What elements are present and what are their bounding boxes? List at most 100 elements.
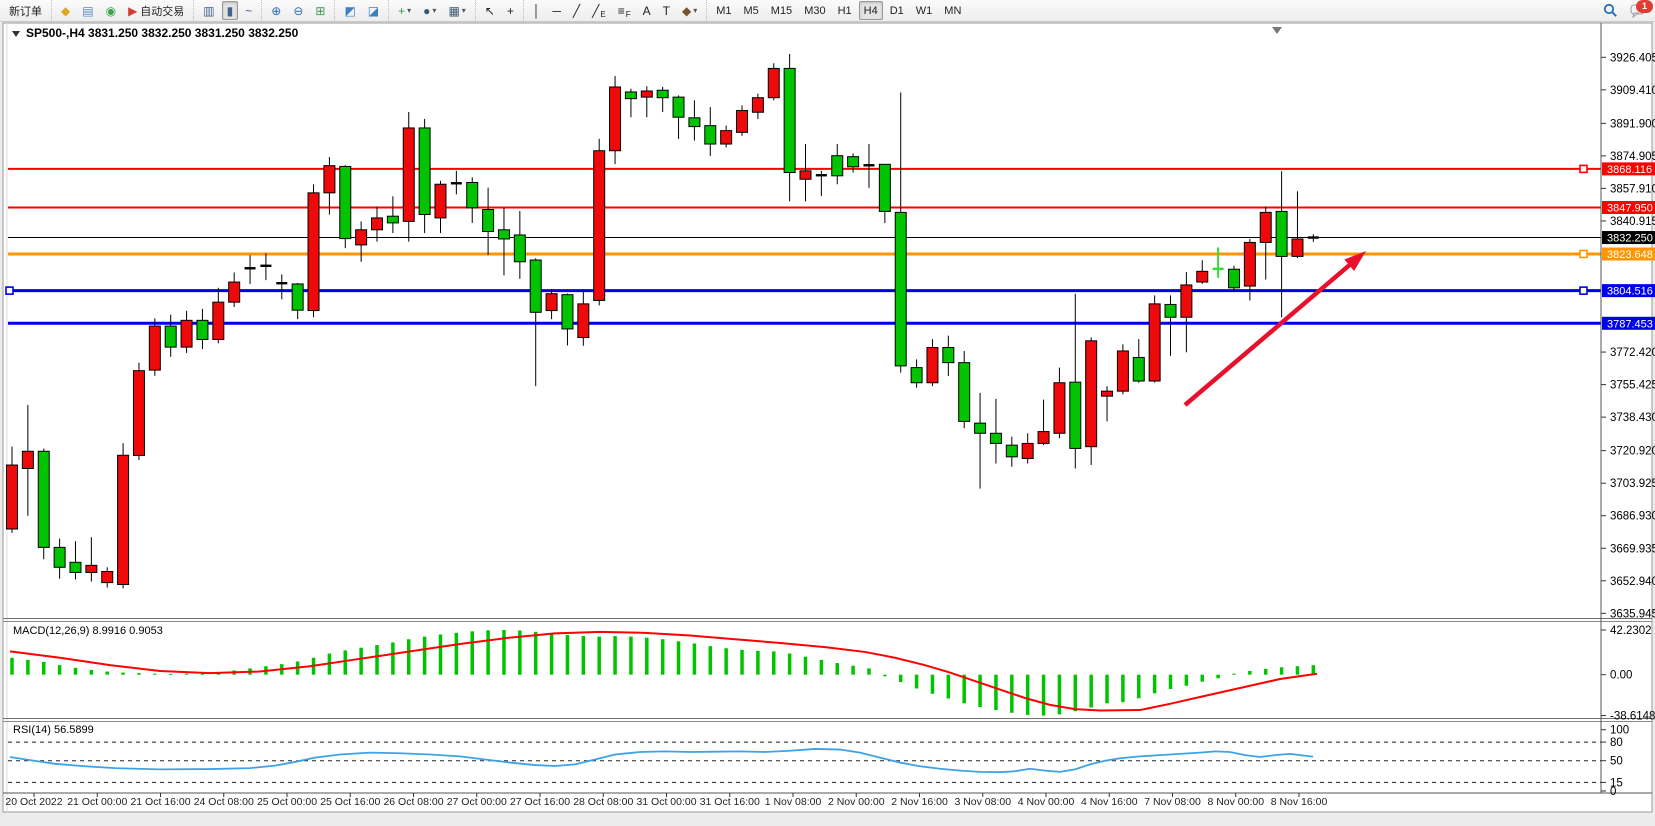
- line-chart-mode-button-icon: ~: [245, 3, 253, 18]
- new-order-button[interactable]: 新订单: [4, 1, 47, 20]
- line-handle-marker[interactable]: [1579, 249, 1588, 259]
- notifications-button[interactable]: 1: [1627, 0, 1653, 20]
- cursor-button[interactable]: ↖: [480, 1, 500, 20]
- chart-title-collapse-icon[interactable]: [12, 31, 20, 37]
- template-button[interactable]: ▦ ▾: [443, 1, 470, 20]
- candle: [482, 187, 495, 256]
- line-chart-mode-button[interactable]: ~: [240, 1, 257, 20]
- period-button[interactable]: ● ▾: [418, 1, 441, 20]
- macd-histogram-bar: [1184, 674, 1189, 686]
- vertical-line-button[interactable]: │: [528, 1, 546, 20]
- macd-histogram-bar: [533, 631, 538, 675]
- price-tick-label: 3874.905: [1610, 151, 1655, 163]
- data-window-icon-icon: ▤: [82, 3, 94, 18]
- candle: [942, 335, 955, 377]
- chart-step-button-icon: ◪: [367, 3, 380, 18]
- candle-body: [847, 156, 860, 168]
- candle: [767, 63, 780, 101]
- date-label: 25 Oct 00:00: [257, 796, 317, 808]
- arrows-tool-button-icon: ◆: [681, 3, 692, 18]
- price-tick-label: 3891.900: [1610, 118, 1655, 130]
- candle: [132, 362, 145, 461]
- candle: [1180, 272, 1193, 353]
- chart-shift-marker[interactable]: [1272, 27, 1282, 34]
- arrows-tool-button[interactable]: ◆ ▾: [677, 1, 702, 20]
- tf-m30-button[interactable]: M30: [799, 1, 830, 20]
- candle-body: [1196, 270, 1209, 283]
- trendline-button[interactable]: ╱: [568, 1, 585, 20]
- macd-histogram-bar: [565, 635, 570, 675]
- candle-body: [228, 281, 241, 303]
- price-tick-label: 3755.425: [1610, 380, 1655, 392]
- macd-signal-line: [9, 630, 1318, 712]
- text-label-button[interactable]: T: [658, 1, 675, 20]
- candle: [497, 207, 510, 276]
- macd-histogram-bar: [391, 642, 395, 675]
- candle: [196, 308, 209, 350]
- tf-m1-button[interactable]: M1: [711, 1, 736, 20]
- candle: [847, 153, 860, 173]
- macd-histogram-bar: [851, 665, 855, 675]
- tf-w1-button[interactable]: W1: [911, 1, 938, 20]
- candle: [418, 118, 431, 234]
- chevron-down-icon[interactable]: ▾: [432, 6, 437, 15]
- zoom-out-button[interactable]: ⊖: [288, 1, 308, 20]
- tf-mn-button[interactable]: MN: [939, 1, 966, 20]
- market-watch-icon-icon: ◆: [61, 3, 71, 18]
- chevron-down-icon[interactable]: ▾: [693, 6, 698, 15]
- zoom-in-button[interactable]: ⊕: [266, 1, 286, 20]
- candle: [85, 537, 98, 582]
- chart-step-button[interactable]: ◪: [363, 1, 384, 20]
- fibonacci-button[interactable]: ≡ F: [613, 1, 636, 20]
- price-flag-label: 3823.648: [1607, 249, 1653, 261]
- horizontal-line-button-icon: ─: [552, 3, 561, 18]
- chart-canvas[interactable]: 3926.405 3909.410 3891.900 3874.905 3857.910…: [0, 22, 1655, 821]
- macd-histogram-bar: [26, 659, 30, 675]
- search-button[interactable]: [1599, 2, 1621, 20]
- trend-arrow-annotation[interactable]: [1183, 260, 1354, 407]
- macd-histogram-bar: [502, 630, 506, 675]
- tf-h4-button[interactable]: H4: [858, 1, 883, 20]
- bar-chart-mode-button[interactable]: ▥: [198, 1, 219, 20]
- candle: [545, 288, 558, 320]
- tf-m5-button[interactable]: M5: [739, 1, 764, 20]
- line-handle-marker[interactable]: [1579, 164, 1588, 174]
- candle: [228, 272, 241, 307]
- macd-histogram-bar: [73, 667, 78, 675]
- rsi-line: [9, 748, 1314, 774]
- candle-body: [402, 127, 415, 222]
- data-window-icon[interactable]: ▤: [77, 1, 98, 20]
- macd-histogram-bar: [740, 649, 744, 675]
- text-button[interactable]: A: [638, 1, 656, 20]
- chart-profit-button[interactable]: ◩: [339, 1, 360, 20]
- candle-body: [704, 125, 717, 145]
- macd-histogram-bar: [645, 637, 649, 675]
- candle-body: [529, 259, 542, 313]
- add-indicator-button[interactable]: + ▾: [393, 1, 416, 20]
- candle-body: [291, 283, 304, 311]
- candle-body: [624, 91, 637, 100]
- candle: [624, 88, 637, 118]
- candle-body: [799, 170, 812, 180]
- horizontal-line-button[interactable]: ─: [547, 1, 566, 20]
- navigator-icon[interactable]: ◉: [101, 1, 121, 20]
- chevron-down-icon[interactable]: ▾: [407, 6, 412, 15]
- candle-body: [1259, 211, 1272, 243]
- autotrading-button-label: 自动交易: [140, 5, 185, 18]
- tf-d1-button[interactable]: D1: [885, 1, 909, 20]
- channel-button[interactable]: ╱ E: [587, 1, 611, 20]
- tf-m15-button[interactable]: M15: [766, 1, 797, 20]
- market-watch-icon[interactable]: ◆: [56, 1, 75, 20]
- tile-windows-button[interactable]: ⊞: [310, 1, 330, 20]
- autotrading-button[interactable]: ▶ 自动交易: [123, 1, 189, 20]
- candle: [117, 443, 130, 589]
- crosshair-button[interactable]: +: [502, 1, 519, 20]
- line-handle-marker[interactable]: [1579, 286, 1588, 295]
- macd-histogram-bar: [375, 645, 379, 675]
- tf-h1-button[interactable]: H1: [833, 1, 857, 20]
- toolbar-group: ⊕ ⊖ ⊞: [261, 0, 334, 21]
- candlestick-mode-button[interactable]: ▮: [221, 1, 239, 20]
- candle: [910, 359, 923, 388]
- chevron-down-icon[interactable]: ▾: [461, 6, 466, 15]
- line-handle-marker[interactable]: [5, 286, 14, 295]
